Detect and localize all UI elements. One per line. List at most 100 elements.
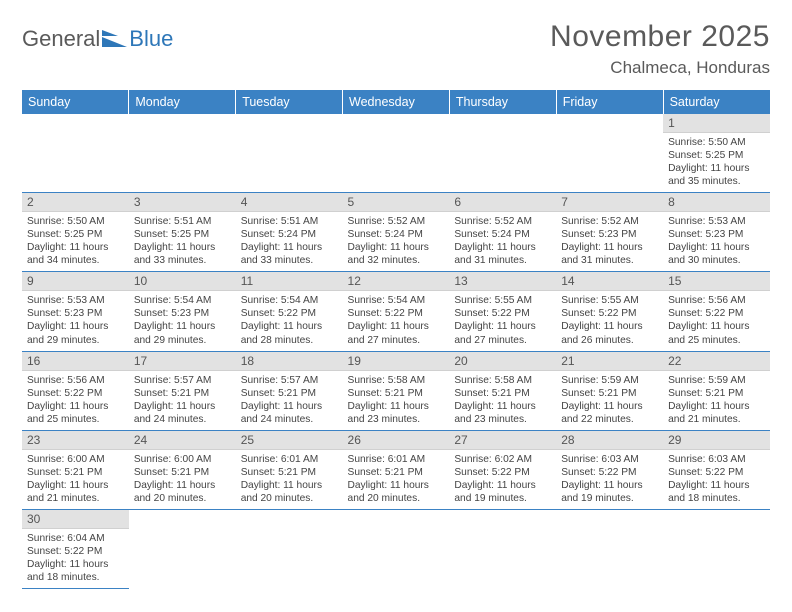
empty-cell bbox=[556, 114, 663, 193]
day-cell: 18Sunrise: 5:57 AMSunset: 5:21 PMDayligh… bbox=[236, 351, 343, 430]
empty-cell bbox=[129, 509, 236, 588]
sunset-text: Sunset: 5:22 PM bbox=[561, 466, 658, 479]
day-details: Sunrise: 6:00 AMSunset: 5:21 PMDaylight:… bbox=[22, 450, 129, 509]
daylight-text: Daylight: 11 hours and 21 minutes. bbox=[668, 400, 765, 426]
day-cell: 21Sunrise: 5:59 AMSunset: 5:21 PMDayligh… bbox=[556, 351, 663, 430]
sunset-text: Sunset: 5:23 PM bbox=[27, 307, 124, 320]
day-details: Sunrise: 6:01 AMSunset: 5:21 PMDaylight:… bbox=[343, 450, 450, 509]
day-number: 22 bbox=[663, 352, 770, 371]
sunrise-text: Sunrise: 5:59 AM bbox=[668, 374, 765, 387]
day-cell: 8Sunrise: 5:53 AMSunset: 5:23 PMDaylight… bbox=[663, 193, 770, 272]
daylight-text: Daylight: 11 hours and 27 minutes. bbox=[454, 320, 551, 346]
day-number: 27 bbox=[449, 431, 556, 450]
sunset-text: Sunset: 5:22 PM bbox=[454, 307, 551, 320]
daylight-text: Daylight: 11 hours and 34 minutes. bbox=[27, 241, 124, 267]
day-details: Sunrise: 5:50 AMSunset: 5:25 PMDaylight:… bbox=[22, 212, 129, 271]
day-cell: 5Sunrise: 5:52 AMSunset: 5:24 PMDaylight… bbox=[343, 193, 450, 272]
daylight-text: Daylight: 11 hours and 18 minutes. bbox=[668, 479, 765, 505]
daylight-text: Daylight: 11 hours and 33 minutes. bbox=[241, 241, 338, 267]
day-number: 6 bbox=[449, 193, 556, 212]
day-cell: 22Sunrise: 5:59 AMSunset: 5:21 PMDayligh… bbox=[663, 351, 770, 430]
week-row: 1Sunrise: 5:50 AMSunset: 5:25 PMDaylight… bbox=[22, 114, 770, 193]
day-cell: 17Sunrise: 5:57 AMSunset: 5:21 PMDayligh… bbox=[129, 351, 236, 430]
day-details: Sunrise: 5:57 AMSunset: 5:21 PMDaylight:… bbox=[236, 371, 343, 430]
header: General Blue November 2025 Chalmeca, Hon… bbox=[22, 20, 770, 78]
week-row: 9Sunrise: 5:53 AMSunset: 5:23 PMDaylight… bbox=[22, 272, 770, 351]
day-cell: 10Sunrise: 5:54 AMSunset: 5:23 PMDayligh… bbox=[129, 272, 236, 351]
calendar-body: 1Sunrise: 5:50 AMSunset: 5:25 PMDaylight… bbox=[22, 114, 770, 589]
sunset-text: Sunset: 5:21 PM bbox=[561, 387, 658, 400]
month-title: November 2025 bbox=[550, 20, 770, 54]
flag-icon bbox=[102, 30, 128, 48]
day-details: Sunrise: 6:00 AMSunset: 5:21 PMDaylight:… bbox=[129, 450, 236, 509]
sunset-text: Sunset: 5:22 PM bbox=[27, 545, 124, 558]
week-row: 2Sunrise: 5:50 AMSunset: 5:25 PMDaylight… bbox=[22, 193, 770, 272]
sunrise-text: Sunrise: 5:53 AM bbox=[668, 215, 765, 228]
day-number: 15 bbox=[663, 272, 770, 291]
location: Chalmeca, Honduras bbox=[550, 58, 770, 78]
sunrise-text: Sunrise: 5:55 AM bbox=[561, 294, 658, 307]
empty-cell bbox=[343, 509, 450, 588]
weekday-friday: Friday bbox=[556, 90, 663, 114]
sunrise-text: Sunrise: 5:59 AM bbox=[561, 374, 658, 387]
weekday-header-row: SundayMondayTuesdayWednesdayThursdayFrid… bbox=[22, 90, 770, 114]
day-number: 28 bbox=[556, 431, 663, 450]
day-details: Sunrise: 6:03 AMSunset: 5:22 PMDaylight:… bbox=[663, 450, 770, 509]
empty-cell bbox=[236, 509, 343, 588]
sunset-text: Sunset: 5:21 PM bbox=[348, 387, 445, 400]
brand-word-2: Blue bbox=[129, 26, 173, 52]
day-number: 24 bbox=[129, 431, 236, 450]
daylight-text: Daylight: 11 hours and 24 minutes. bbox=[241, 400, 338, 426]
daylight-text: Daylight: 11 hours and 20 minutes. bbox=[134, 479, 231, 505]
day-number: 2 bbox=[22, 193, 129, 212]
sunset-text: Sunset: 5:23 PM bbox=[134, 307, 231, 320]
day-details: Sunrise: 5:56 AMSunset: 5:22 PMDaylight:… bbox=[22, 371, 129, 430]
daylight-text: Daylight: 11 hours and 19 minutes. bbox=[561, 479, 658, 505]
sunset-text: Sunset: 5:22 PM bbox=[454, 466, 551, 479]
sunset-text: Sunset: 5:25 PM bbox=[668, 149, 765, 162]
daylight-text: Daylight: 11 hours and 25 minutes. bbox=[668, 320, 765, 346]
day-cell: 6Sunrise: 5:52 AMSunset: 5:24 PMDaylight… bbox=[449, 193, 556, 272]
daylight-text: Daylight: 11 hours and 20 minutes. bbox=[241, 479, 338, 505]
day-details: Sunrise: 5:54 AMSunset: 5:23 PMDaylight:… bbox=[129, 291, 236, 350]
daylight-text: Daylight: 11 hours and 31 minutes. bbox=[561, 241, 658, 267]
day-details: Sunrise: 5:51 AMSunset: 5:25 PMDaylight:… bbox=[129, 212, 236, 271]
daylight-text: Daylight: 11 hours and 26 minutes. bbox=[561, 320, 658, 346]
sunrise-text: Sunrise: 5:58 AM bbox=[348, 374, 445, 387]
day-cell: 13Sunrise: 5:55 AMSunset: 5:22 PMDayligh… bbox=[449, 272, 556, 351]
week-row: 16Sunrise: 5:56 AMSunset: 5:22 PMDayligh… bbox=[22, 351, 770, 430]
sunrise-text: Sunrise: 6:02 AM bbox=[454, 453, 551, 466]
day-details: Sunrise: 6:03 AMSunset: 5:22 PMDaylight:… bbox=[556, 450, 663, 509]
brand-word-1: General bbox=[22, 26, 100, 52]
sunrise-text: Sunrise: 6:01 AM bbox=[348, 453, 445, 466]
day-details: Sunrise: 5:58 AMSunset: 5:21 PMDaylight:… bbox=[343, 371, 450, 430]
calendar-table: SundayMondayTuesdayWednesdayThursdayFrid… bbox=[22, 90, 770, 589]
empty-cell bbox=[663, 509, 770, 588]
weekday-wednesday: Wednesday bbox=[343, 90, 450, 114]
sunset-text: Sunset: 5:22 PM bbox=[668, 307, 765, 320]
sunrise-text: Sunrise: 6:03 AM bbox=[668, 453, 765, 466]
sunset-text: Sunset: 5:21 PM bbox=[348, 466, 445, 479]
day-cell: 1Sunrise: 5:50 AMSunset: 5:25 PMDaylight… bbox=[663, 114, 770, 193]
day-cell: 20Sunrise: 5:58 AMSunset: 5:21 PMDayligh… bbox=[449, 351, 556, 430]
sunset-text: Sunset: 5:21 PM bbox=[134, 466, 231, 479]
day-details: Sunrise: 5:52 AMSunset: 5:24 PMDaylight:… bbox=[343, 212, 450, 271]
sunrise-text: Sunrise: 5:50 AM bbox=[668, 136, 765, 149]
sunrise-text: Sunrise: 5:54 AM bbox=[241, 294, 338, 307]
day-number: 30 bbox=[22, 510, 129, 529]
daylight-text: Daylight: 11 hours and 18 minutes. bbox=[27, 558, 124, 584]
daylight-text: Daylight: 11 hours and 27 minutes. bbox=[348, 320, 445, 346]
empty-cell bbox=[343, 114, 450, 193]
weekday-saturday: Saturday bbox=[663, 90, 770, 114]
day-number: 8 bbox=[663, 193, 770, 212]
sunset-text: Sunset: 5:22 PM bbox=[241, 307, 338, 320]
sunset-text: Sunset: 5:21 PM bbox=[134, 387, 231, 400]
sunrise-text: Sunrise: 6:01 AM bbox=[241, 453, 338, 466]
sunrise-text: Sunrise: 6:03 AM bbox=[561, 453, 658, 466]
day-cell: 11Sunrise: 5:54 AMSunset: 5:22 PMDayligh… bbox=[236, 272, 343, 351]
day-details: Sunrise: 5:53 AMSunset: 5:23 PMDaylight:… bbox=[663, 212, 770, 271]
sunrise-text: Sunrise: 6:00 AM bbox=[27, 453, 124, 466]
day-number: 1 bbox=[663, 114, 770, 133]
sunset-text: Sunset: 5:21 PM bbox=[241, 387, 338, 400]
day-number: 16 bbox=[22, 352, 129, 371]
